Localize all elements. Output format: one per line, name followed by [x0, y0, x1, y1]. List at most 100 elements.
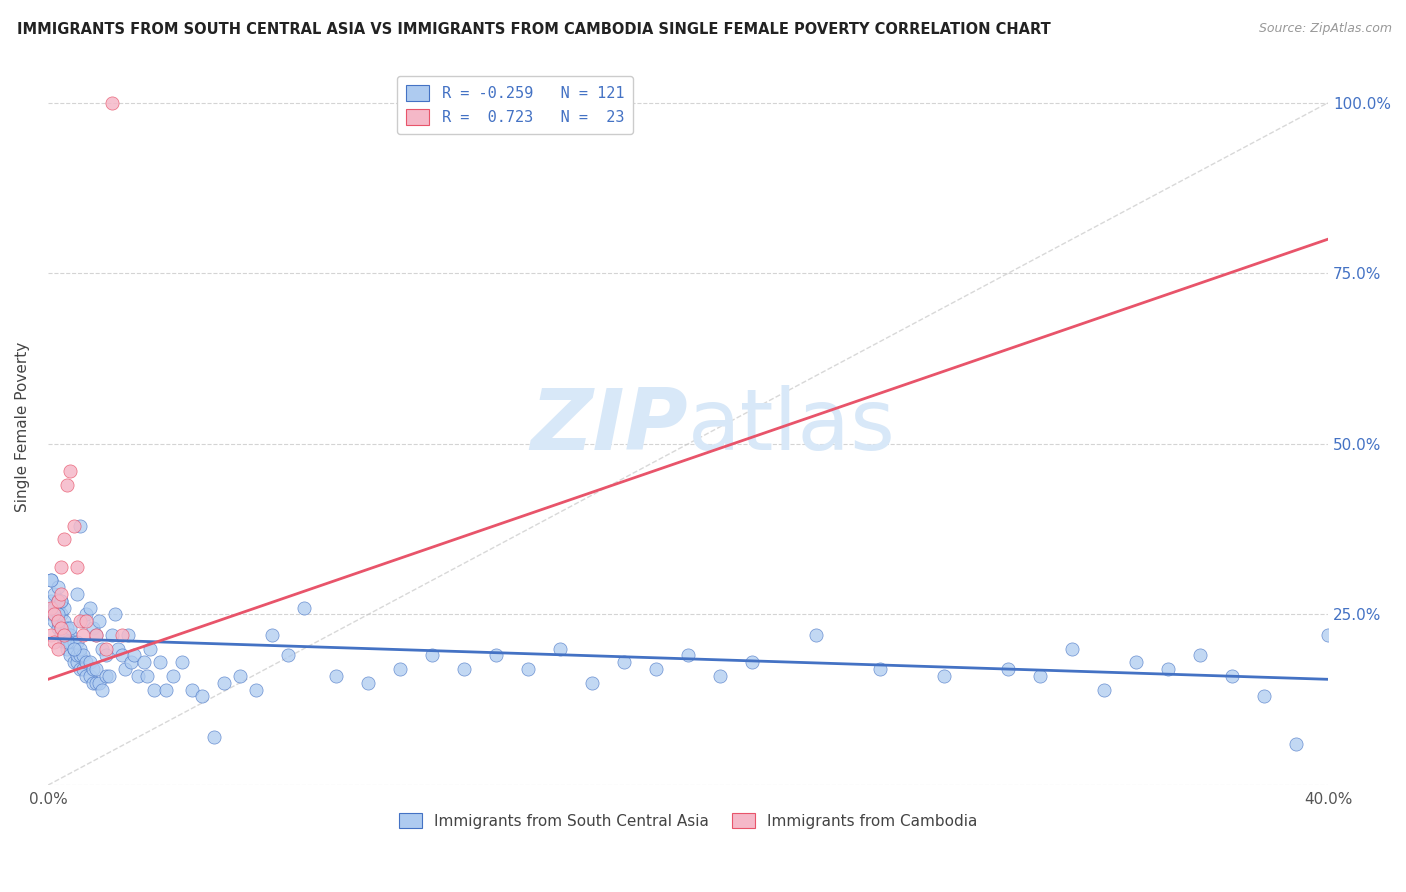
- Point: [79, 600, 101, 615]
- Point: [277, 648, 299, 663]
- Point: [44, 587, 66, 601]
- Point: [485, 648, 508, 663]
- Point: [72, 628, 94, 642]
- Point: [62, 641, 84, 656]
- Point: [84, 675, 107, 690]
- Point: [69, 648, 91, 663]
- Point: [325, 669, 347, 683]
- Point: [46, 580, 69, 594]
- Point: [869, 662, 891, 676]
- Point: [49, 621, 72, 635]
- Point: [66, 587, 89, 601]
- Point: [39, 600, 62, 615]
- Point: [69, 518, 91, 533]
- Point: [72, 615, 94, 629]
- Point: [46, 607, 69, 622]
- Point: [804, 628, 827, 642]
- Point: [46, 615, 69, 629]
- Point: [75, 615, 97, 629]
- Point: [120, 655, 142, 669]
- Point: [517, 662, 540, 676]
- Point: [162, 669, 184, 683]
- Point: [69, 615, 91, 629]
- Point: [420, 648, 443, 663]
- Point: [932, 669, 955, 683]
- Point: [136, 669, 159, 683]
- Point: [39, 574, 62, 588]
- Point: [84, 628, 107, 642]
- Point: [1062, 641, 1084, 656]
- Point: [94, 641, 117, 656]
- Point: [62, 655, 84, 669]
- Point: [229, 669, 252, 683]
- Point: [59, 634, 82, 648]
- Point: [709, 669, 731, 683]
- Point: [1125, 655, 1147, 669]
- Point: [172, 655, 194, 669]
- Point: [46, 594, 69, 608]
- Point: [581, 675, 603, 690]
- Text: ZIP: ZIP: [530, 385, 688, 468]
- Point: [53, 628, 76, 642]
- Point: [149, 655, 172, 669]
- Point: [1253, 690, 1275, 704]
- Point: [1220, 669, 1243, 683]
- Point: [59, 464, 82, 478]
- Point: [79, 655, 101, 669]
- Point: [1285, 737, 1308, 751]
- Point: [84, 628, 107, 642]
- Legend: Immigrants from South Central Asia, Immigrants from Cambodia: Immigrants from South Central Asia, Immi…: [392, 806, 983, 835]
- Point: [548, 641, 571, 656]
- Point: [44, 607, 66, 622]
- Point: [155, 682, 177, 697]
- Point: [53, 615, 76, 629]
- Point: [69, 641, 91, 656]
- Point: [91, 641, 114, 656]
- Point: [66, 655, 89, 669]
- Point: [53, 533, 76, 547]
- Point: [181, 682, 204, 697]
- Point: [75, 669, 97, 683]
- Point: [84, 662, 107, 676]
- Point: [44, 634, 66, 648]
- Point: [139, 641, 162, 656]
- Point: [44, 615, 66, 629]
- Point: [91, 682, 114, 697]
- Point: [1092, 682, 1115, 697]
- Point: [44, 600, 66, 615]
- Point: [1317, 628, 1340, 642]
- Point: [357, 675, 380, 690]
- Point: [39, 574, 62, 588]
- Point: [94, 669, 117, 683]
- Point: [66, 634, 89, 648]
- Point: [97, 669, 120, 683]
- Point: [79, 669, 101, 683]
- Point: [111, 628, 134, 642]
- Point: [645, 662, 668, 676]
- Text: Source: ZipAtlas.com: Source: ZipAtlas.com: [1258, 22, 1392, 36]
- Point: [44, 600, 66, 615]
- Point: [39, 628, 62, 642]
- Point: [389, 662, 412, 676]
- Point: [56, 641, 79, 656]
- Point: [62, 634, 84, 648]
- Y-axis label: Single Female Poverty: Single Female Poverty: [15, 342, 30, 512]
- Point: [107, 641, 129, 656]
- Point: [89, 675, 111, 690]
- Point: [124, 648, 146, 663]
- Point: [104, 607, 127, 622]
- Point: [53, 634, 76, 648]
- Point: [1157, 662, 1180, 676]
- Point: [49, 594, 72, 608]
- Point: [75, 607, 97, 622]
- Point: [46, 641, 69, 656]
- Point: [56, 628, 79, 642]
- Point: [46, 600, 69, 615]
- Point: [59, 628, 82, 642]
- Point: [997, 662, 1019, 676]
- Point: [676, 648, 699, 663]
- Point: [613, 655, 636, 669]
- Point: [53, 628, 76, 642]
- Point: [46, 621, 69, 635]
- Point: [46, 594, 69, 608]
